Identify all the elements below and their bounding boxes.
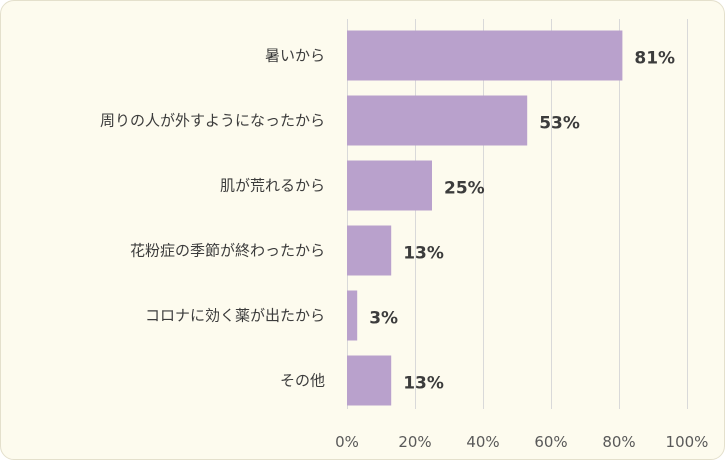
- x-tick-label: 40%: [466, 433, 499, 451]
- value-label: 81%: [634, 49, 675, 69]
- bar: [347, 160, 432, 211]
- bar: [347, 290, 358, 341]
- category-label: その他: [280, 372, 325, 390]
- x-tick-label: 20%: [398, 433, 431, 451]
- labels: 0% 20% 40% 60% 80% 100% 暑いから 81% 周りの人が外すようになったから…: [100, 47, 708, 452]
- value-label: 25%: [444, 179, 485, 199]
- category-label: 花粉症の季節が終わったから: [130, 242, 325, 260]
- category-label: 暑いから: [265, 47, 325, 65]
- bar: [347, 355, 392, 406]
- bar: [347, 30, 623, 81]
- value-label: 53%: [539, 114, 580, 134]
- value-label: 13%: [403, 374, 444, 394]
- gridlines: [347, 19, 688, 409]
- x-tick-label: 80%: [602, 433, 635, 451]
- category-label: 周りの人が外すようになったから: [100, 112, 325, 130]
- value-label: 13%: [403, 244, 444, 264]
- value-label: 3%: [369, 309, 398, 329]
- x-tick-label: 100%: [666, 433, 709, 451]
- x-tick-label: 0%: [335, 433, 359, 451]
- bars: [347, 30, 623, 406]
- category-label: コロナに効く薬が出たから: [145, 307, 325, 325]
- x-tick-label: 60%: [534, 433, 567, 451]
- bar: [347, 95, 528, 146]
- category-label: 肌が荒れるから: [220, 177, 325, 195]
- bar: [347, 225, 392, 276]
